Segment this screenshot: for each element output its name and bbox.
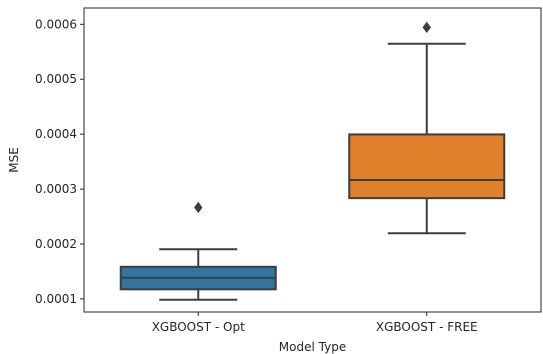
box-group — [348, 21, 506, 235]
outlier-point — [422, 21, 431, 34]
box-iqr — [348, 133, 506, 200]
y-tick-label: 0.0002 — [35, 237, 77, 251]
box-group — [119, 201, 277, 301]
plot-frame — [83, 7, 542, 313]
y-tick-label: 0.0005 — [35, 72, 77, 86]
x-tick-label: XGBOOST - FREE — [376, 320, 478, 334]
x-axis: XGBOOST - Opt XGBOOST - FREE — [152, 312, 478, 334]
y-tick-label: 0.0006 — [35, 17, 77, 31]
y-axis-label: MSE — [7, 147, 21, 173]
y-axis: 0.0001 0.0002 0.0003 0.0004 0.0005 0.0006 — [35, 17, 84, 306]
x-tick-label: XGBOOST - Opt — [152, 320, 245, 334]
y-tick-label: 0.0003 — [35, 182, 77, 196]
boxes-layer — [119, 21, 506, 301]
outlier-point — [194, 201, 203, 214]
y-tick-label: 0.0001 — [35, 292, 77, 306]
x-axis-label: Model Type — [279, 340, 346, 354]
y-tick-label: 0.0004 — [35, 127, 77, 141]
